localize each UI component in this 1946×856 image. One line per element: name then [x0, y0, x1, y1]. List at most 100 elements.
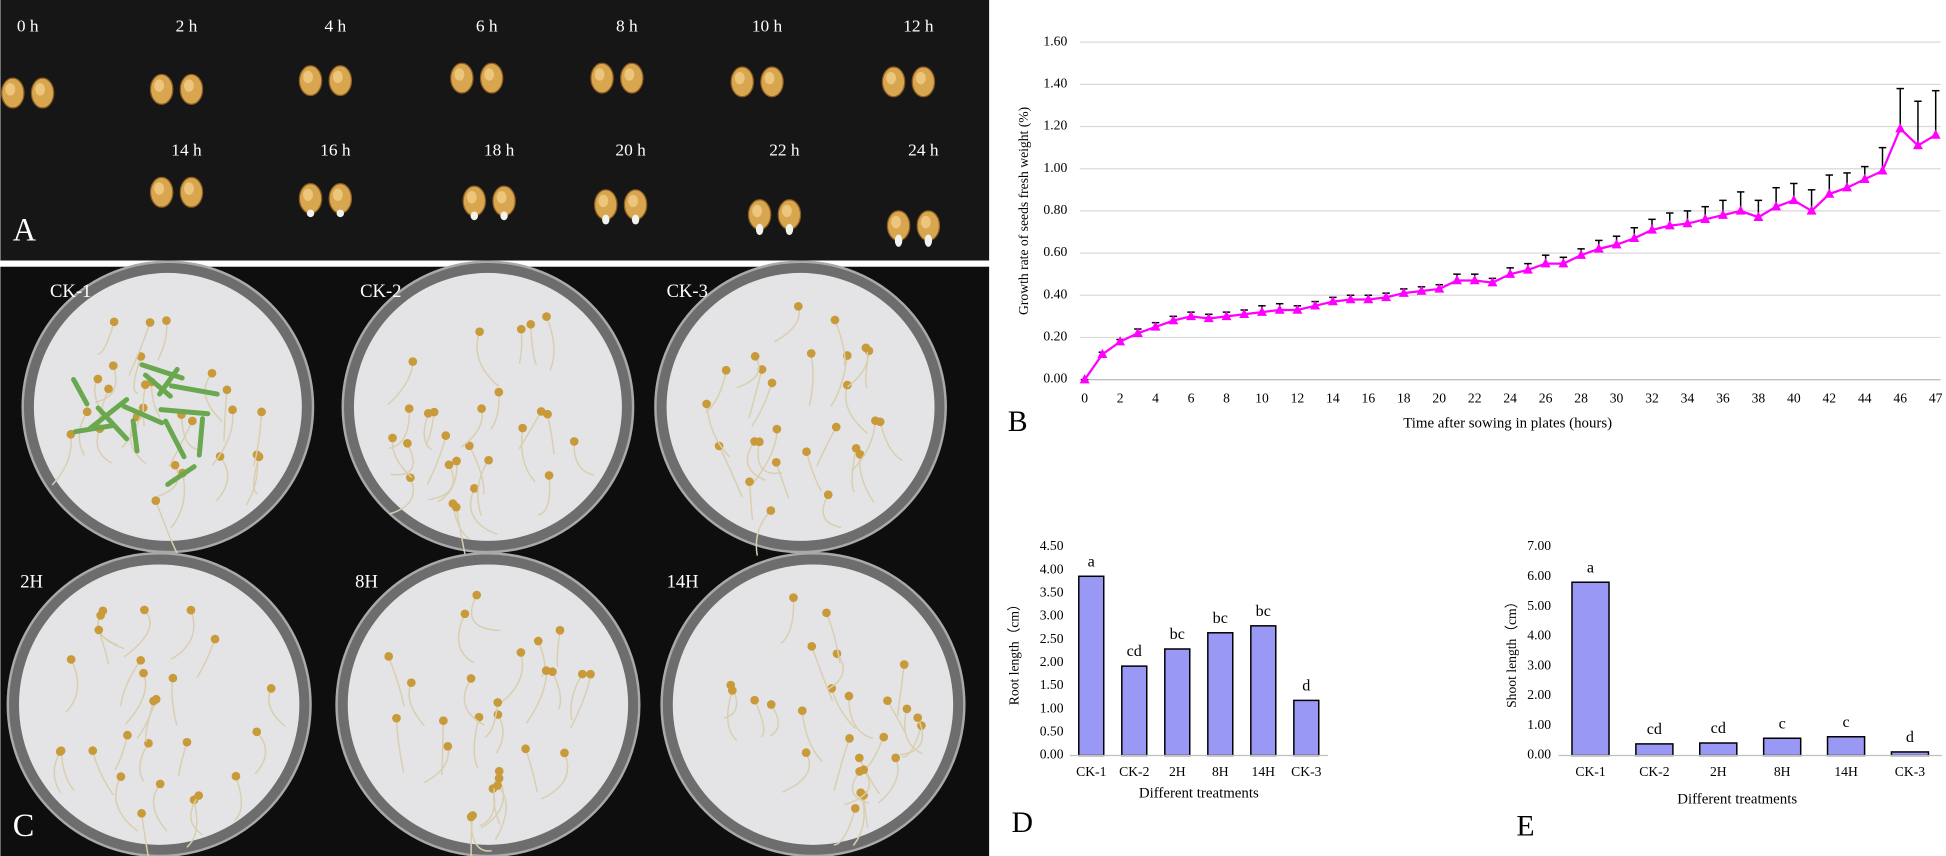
shoot	[121, 403, 165, 426]
marker	[1327, 296, 1338, 306]
x-tick-label: CK-1	[1575, 764, 1605, 779]
root	[801, 710, 823, 763]
x-tick-label: 8	[1223, 391, 1230, 406]
root	[441, 720, 445, 776]
root	[573, 441, 595, 476]
germinated-seed	[388, 433, 397, 443]
y-tick-label: 6.00	[1527, 568, 1551, 583]
significance-letter: c	[1842, 714, 1849, 731]
root	[500, 652, 524, 704]
radicle	[500, 211, 508, 221]
root	[168, 420, 194, 468]
marker	[1221, 310, 1232, 321]
root	[469, 488, 498, 536]
germinated-seed	[384, 652, 394, 661]
seed-highlight	[781, 204, 792, 218]
time-label: 8 h	[616, 16, 638, 35]
x-tick-label: 26	[1539, 391, 1553, 406]
x-tick-label: 12	[1291, 391, 1305, 406]
marker	[1345, 293, 1356, 304]
germinated-seed	[210, 634, 220, 644]
x-tick-label: 16	[1362, 391, 1376, 406]
germinated-seed	[721, 365, 731, 375]
germinated-seed	[252, 727, 262, 737]
marker	[1363, 293, 1374, 304]
root	[537, 475, 551, 516]
root	[537, 640, 546, 678]
germinated-seed	[845, 734, 854, 743]
germinated-seed	[844, 691, 854, 701]
marker	[1487, 277, 1498, 287]
root	[437, 460, 458, 503]
root	[830, 355, 849, 407]
marker	[1416, 285, 1427, 295]
y-tick-label: 4.00	[1040, 561, 1064, 576]
marker	[1274, 304, 1285, 314]
root	[140, 813, 149, 856]
root	[78, 411, 88, 456]
seed-highlight	[598, 194, 609, 208]
root	[556, 630, 561, 668]
x-tick-label: 28	[1574, 391, 1588, 406]
seed-highlight	[628, 194, 639, 208]
marker	[1717, 209, 1728, 219]
germinated-seed	[555, 625, 565, 635]
x-tick-label: CK-1	[1076, 764, 1106, 779]
y-axis-title: Shoot length（cm）	[1504, 595, 1519, 708]
shoot	[71, 376, 90, 407]
seed-highlight	[734, 71, 745, 85]
panel-label: A	[13, 212, 37, 248]
x-tick-label: 2H	[1169, 764, 1186, 779]
marker	[1611, 239, 1622, 249]
germinated-seed	[855, 753, 864, 763]
root	[128, 322, 151, 376]
germinated-seed	[188, 416, 197, 426]
germinated-seed	[404, 404, 414, 413]
root	[97, 321, 115, 355]
y-tick-label: 0.40	[1043, 286, 1067, 301]
root	[477, 459, 490, 516]
time-label: 12 h	[903, 16, 934, 35]
x-tick-label: 46	[1893, 391, 1907, 406]
marker	[1912, 139, 1923, 150]
germinated-seed	[207, 368, 217, 378]
germinated-seed	[139, 668, 148, 678]
root	[95, 365, 117, 403]
seed-highlight	[886, 71, 897, 85]
shoot	[157, 366, 180, 397]
shoot	[143, 372, 173, 399]
root	[834, 319, 846, 366]
germinated-seed	[439, 716, 448, 726]
marker	[1735, 205, 1746, 215]
x-tick-label: 32	[1645, 391, 1659, 406]
x-tick-label: 30	[1610, 391, 1624, 406]
series-line	[1083, 126, 1937, 381]
germinated-seed	[96, 611, 105, 620]
germinated-seed	[757, 365, 767, 374]
marker	[1540, 258, 1551, 268]
germinated-seed	[899, 660, 909, 669]
marker	[1097, 348, 1108, 359]
bar	[1293, 699, 1320, 757]
panel-label: C	[13, 807, 35, 843]
germinated-seed	[891, 753, 901, 763]
x-tick-label: CK-3	[1291, 764, 1321, 779]
time-label: 0 h	[17, 16, 39, 35]
time-label: 14 h	[171, 140, 202, 159]
bar	[1699, 742, 1738, 757]
x-tick-label: 44	[1858, 391, 1872, 406]
germinated-seed	[443, 741, 453, 751]
root	[170, 472, 186, 529]
y-tick-label: 0.00	[1527, 747, 1551, 762]
root	[468, 445, 485, 495]
germinated-seed	[466, 812, 476, 822]
root	[540, 752, 569, 800]
y-tick-label: 0.80	[1043, 202, 1067, 217]
marker	[1381, 291, 1392, 302]
seed-highlight	[594, 68, 605, 81]
root	[470, 594, 501, 632]
root	[211, 409, 234, 466]
shoot	[158, 407, 211, 417]
germinated-seed	[484, 455, 493, 465]
dish-label: CK-2	[360, 281, 401, 302]
